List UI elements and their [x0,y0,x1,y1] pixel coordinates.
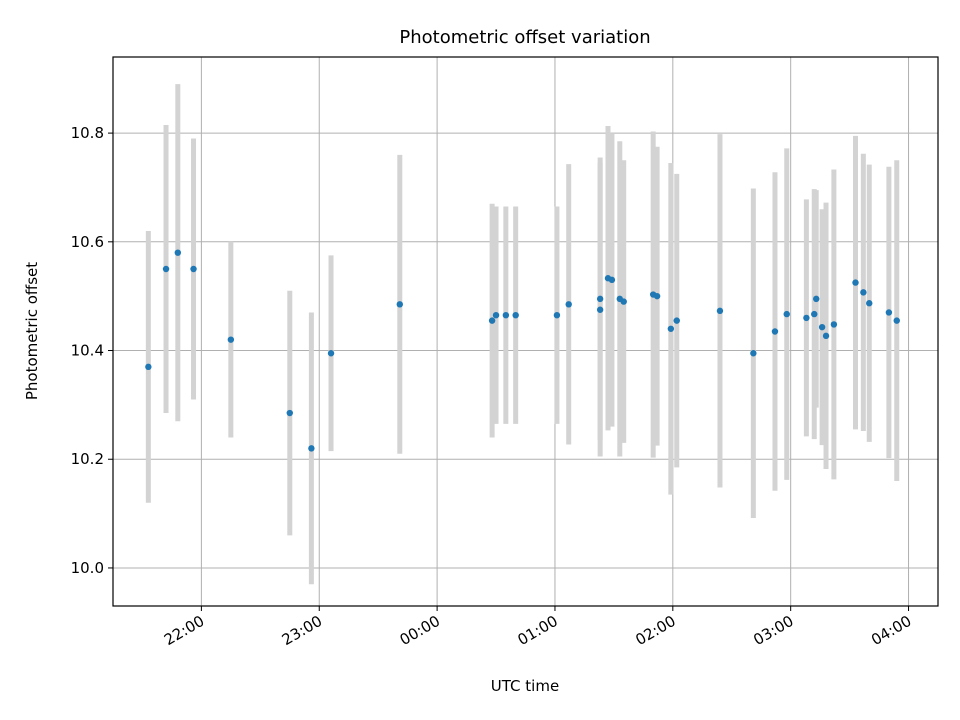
data-point [308,445,315,452]
y-axis-ticks: 10.0 10.2 10.4 10.6 10.8 [71,124,113,577]
data-point [885,309,893,316]
data-point [673,317,680,324]
data-point [750,350,757,357]
data-point [830,321,838,328]
y-tick-label: 10.6 [71,233,104,251]
data-point [512,311,519,319]
data-point [811,310,818,318]
data-point [162,265,170,273]
data-point [620,298,627,305]
data-point [396,301,403,308]
data-point [190,265,197,273]
data-point [667,325,675,332]
data-point [502,311,510,319]
x-axis-label: UTC time [491,677,559,695]
data-point [596,295,604,303]
y-tick-label: 10.4 [71,342,104,360]
data-point [893,317,900,324]
data-point [803,314,810,322]
plot-frame [112,56,939,607]
y-tick-label: 10.0 [71,559,104,577]
grid [113,57,938,606]
data-point [822,332,830,340]
data-point [866,300,873,307]
data-point [145,363,152,371]
chart-title: Photometric offset variation [399,27,650,48]
data-point [327,350,335,357]
y-tick-label: 10.2 [71,450,104,468]
data-point [174,249,182,256]
y-tick-label: 10.8 [71,124,104,142]
data-point [852,279,859,286]
data-point [783,310,790,318]
data-point [860,289,867,296]
data-point [565,301,572,308]
data-point [553,311,561,319]
data-point [716,307,724,315]
data-point [813,295,820,303]
data-point [608,276,616,284]
y-axis-label: Photometric offset [23,262,41,400]
data-point [596,306,604,313]
data-point [492,311,500,319]
data-point [227,336,235,343]
data-point [818,323,826,331]
data-point [771,328,779,335]
data-point [488,317,496,324]
data-points [145,249,900,452]
data-point [286,409,293,417]
data-point [653,292,661,300]
